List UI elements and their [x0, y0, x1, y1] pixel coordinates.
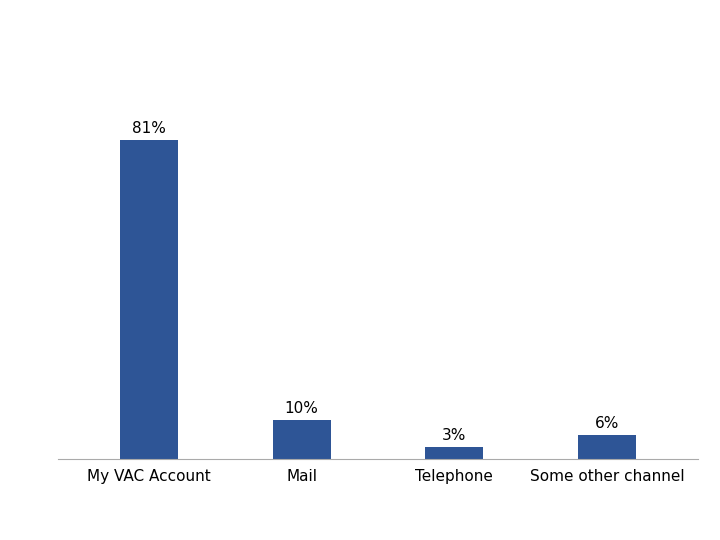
Bar [578, 435, 636, 459]
Text: 10%: 10% [285, 401, 319, 416]
Bar [120, 140, 178, 459]
Text: 6%: 6% [595, 416, 619, 431]
Bar [273, 420, 330, 459]
Text: 3%: 3% [442, 428, 467, 443]
Bar [426, 447, 483, 459]
Text: 81%: 81% [132, 121, 166, 136]
